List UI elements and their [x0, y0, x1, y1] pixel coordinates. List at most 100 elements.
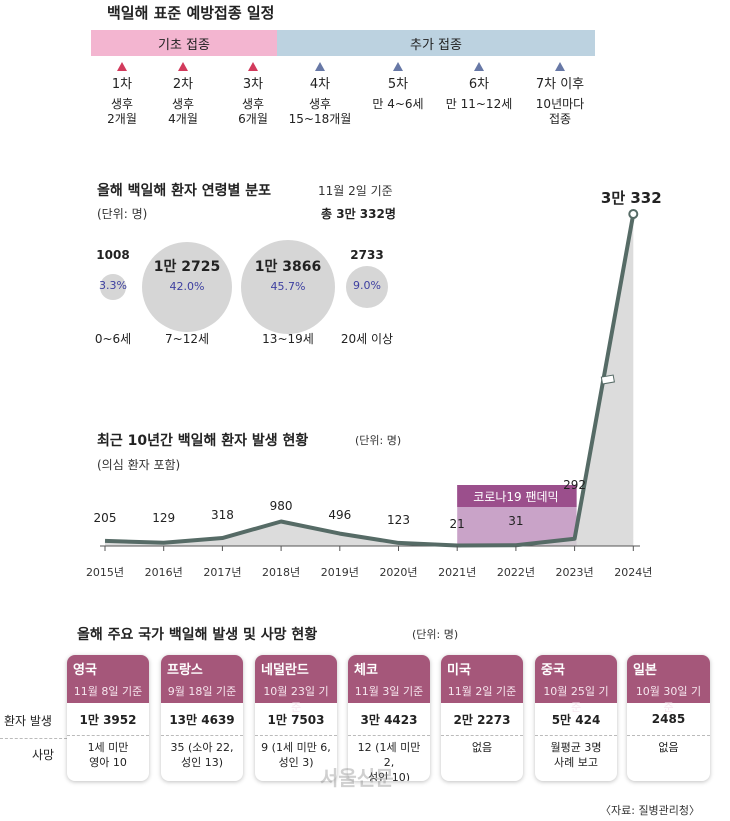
- bubble-count: 1만 3866: [254, 259, 322, 275]
- age-bubble: [141, 241, 233, 333]
- x-tick-label: 2024년: [614, 566, 652, 579]
- country-cases: 1만 3952: [67, 703, 149, 736]
- series-line: [104, 213, 636, 548]
- triangle-icon: [117, 62, 127, 71]
- age-bubble: [346, 266, 388, 308]
- x-tick-label: 2022년: [497, 566, 535, 579]
- data-label: 3만 332: [601, 189, 662, 207]
- dose-item: 6차 만 11~12세: [439, 62, 519, 112]
- source: 〈자료: 질병관리청〉: [600, 804, 701, 817]
- age-date: 11월 2일 기준: [318, 184, 393, 198]
- country-deaths: 35 (소아 22, 성인 13): [170, 741, 234, 769]
- watermark: 서울신문: [320, 766, 394, 790]
- data-label: 292: [563, 478, 586, 492]
- country-date: 10월 23일 기준: [263, 685, 329, 714]
- country-deaths: 12 (1세 미만 2, 성인 10): [357, 741, 421, 781]
- country-date: 10월 30일 기준: [635, 685, 702, 714]
- country-deaths: 월평균 3명 사례 보고: [550, 741, 602, 769]
- dose-number: 4차: [309, 77, 331, 92]
- basic-band: 기초 접종: [91, 30, 277, 56]
- bubble-count: 1만 2725: [153, 259, 221, 275]
- data-label: 21: [450, 517, 465, 531]
- bubble-pct: 3.3%: [99, 279, 127, 292]
- age-label: 7~12세: [165, 332, 209, 346]
- bubble-pct: 45.7%: [270, 280, 306, 293]
- row-label-deaths: 사망: [32, 748, 55, 762]
- age-unit: (단위: 명): [97, 207, 148, 221]
- country-deaths: 9 (1세 미만 6, 성인 3): [261, 741, 331, 769]
- age-label: 0~6세: [94, 332, 132, 346]
- country-name: 중국: [541, 663, 565, 678]
- triangle-icon: [555, 62, 565, 71]
- axis-break-mark: [600, 374, 615, 385]
- chart-unit: (단위: 명): [355, 434, 402, 447]
- age-total: 총 3만 332명: [321, 207, 396, 221]
- dose-when: 생후 6개월: [238, 97, 268, 126]
- data-label: 123: [387, 513, 410, 527]
- age-bubble: [100, 274, 126, 300]
- data-label: 205: [94, 511, 117, 525]
- triangle-icon: [315, 62, 325, 71]
- booster-band: 추가 접종: [277, 30, 595, 56]
- age-title: 올해 백일해 환자 연령별 분포: [97, 183, 272, 199]
- country-date: 11월 8일 기준: [73, 685, 143, 698]
- country-card: 네덜란드 10월 23일 기준 1만 7503 9 (1세 미만 6, 성인 3): [255, 655, 337, 781]
- countries-title: 올해 주요 국가 백일해 발생 및 사망 현황: [77, 627, 318, 643]
- dose-number: 5차: [387, 77, 409, 92]
- dose-number: 1차: [111, 77, 133, 92]
- data-point: [628, 209, 639, 219]
- x-tick-label: 2018년: [262, 566, 300, 579]
- countries-unit: (단위: 명): [412, 628, 459, 641]
- schedule-title: 백일해 표준 예방접종 일정: [107, 4, 275, 22]
- dose-number: 2차: [172, 77, 194, 92]
- country-deaths: 없음: [658, 741, 679, 754]
- country-date: 10월 25일 기준: [543, 685, 609, 714]
- country-cases: 1만 7503: [255, 703, 337, 736]
- country-name: 영국: [73, 663, 97, 678]
- triangle-icon: [393, 62, 403, 71]
- x-tick-label: 2021년: [438, 566, 476, 579]
- age-bubble: [240, 239, 336, 335]
- country-card: 일본 10월 30일 기준 2485 없음: [627, 655, 710, 781]
- data-label: 129: [152, 511, 175, 525]
- country-name: 일본: [633, 663, 657, 678]
- triangle-icon: [474, 62, 484, 71]
- triangle-icon: [248, 62, 258, 71]
- dose-item: 7차 이후 10년마다 접종: [520, 62, 600, 127]
- chart-title: 최근 10년간 백일해 환자 발생 현황: [97, 433, 309, 449]
- triangle-icon: [178, 62, 188, 71]
- dose-when: 생후 2개월: [107, 97, 137, 126]
- country-card: 영국 11월 8일 기준 1만 3952 1세 미만 영아 10: [67, 655, 149, 781]
- chart-subtitle: (의심 환자 포함): [97, 458, 181, 472]
- country-cases: 2만 2273: [441, 703, 523, 736]
- data-label: 980: [270, 499, 293, 513]
- country-card: 미국 11월 2일 기준 2만 2273 없음: [441, 655, 523, 781]
- data-label: 31: [508, 514, 523, 528]
- country-cases: 5만 424: [535, 703, 617, 736]
- bubble-count: 2733: [350, 248, 384, 262]
- x-tick-label: 2023년: [556, 566, 594, 579]
- dose-when: 생후 4개월: [168, 97, 198, 126]
- country-card: 중국 10월 25일 기준 5만 424 월평균 3명 사례 보고: [535, 655, 617, 781]
- country-cases: 2485: [627, 703, 710, 736]
- data-label: 318: [211, 508, 234, 522]
- age-label: 20세 이상: [340, 332, 394, 346]
- x-tick-label: 2015년: [86, 566, 124, 579]
- data-label: 496: [328, 508, 351, 522]
- x-tick-label: 2017년: [203, 566, 241, 579]
- x-tick-label: 2019년: [321, 566, 359, 579]
- dose-number: 6차: [468, 77, 490, 92]
- dose-when: 만 4~6세: [372, 97, 424, 111]
- country-date: 11월 3일 기준: [354, 685, 424, 698]
- country-cases: 3만 4423: [348, 703, 430, 736]
- dose-number: 3차: [242, 77, 264, 92]
- dose-number: 7차 이후: [535, 77, 585, 92]
- country-name: 네덜란드: [261, 663, 309, 678]
- country-card: 프랑스 9월 18일 기준 13만 4639 35 (소아 22, 성인 13): [161, 655, 243, 781]
- dose-when: 생후 15~18개월: [288, 97, 352, 126]
- bubble-count: 1008: [96, 248, 130, 262]
